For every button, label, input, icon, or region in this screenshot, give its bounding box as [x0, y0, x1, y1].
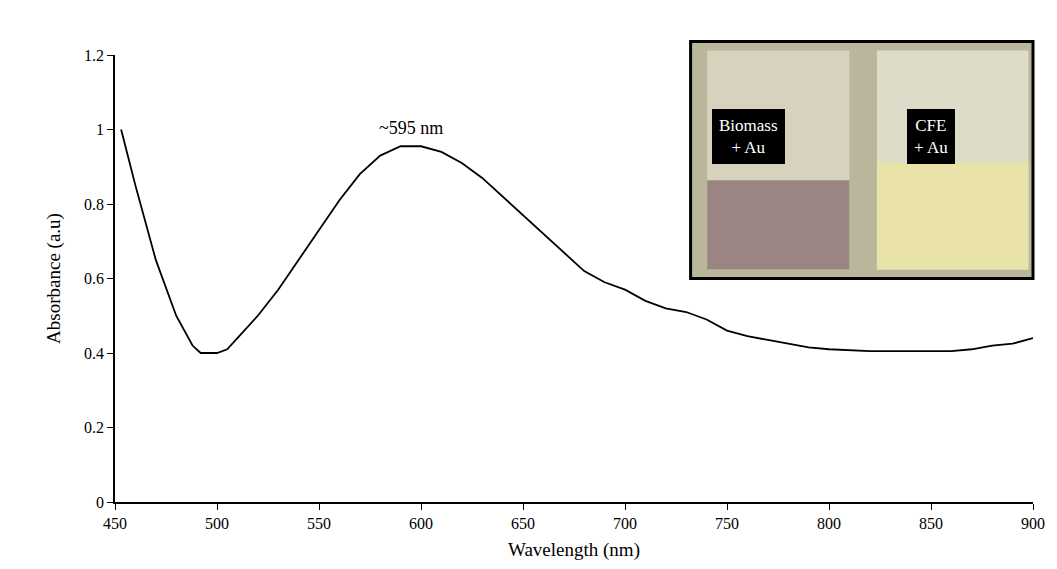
- svg-text:650: 650: [511, 515, 535, 532]
- svg-text:0: 0: [96, 494, 104, 511]
- svg-text:450: 450: [103, 515, 127, 532]
- svg-text:1.2: 1.2: [84, 47, 104, 64]
- svg-text:500: 500: [205, 515, 229, 532]
- svg-text:900: 900: [1021, 515, 1045, 532]
- svg-text:700: 700: [613, 515, 637, 532]
- svg-text:Biomass+ Au: Biomass+ Au: [719, 116, 778, 157]
- svg-text:0.4: 0.4: [84, 345, 104, 362]
- svg-text:Absorbance (a.u): Absorbance (a.u): [43, 213, 65, 344]
- svg-text:CFE+ Au: CFE+ Au: [914, 116, 948, 157]
- svg-text:~595 nm: ~595 nm: [379, 118, 443, 138]
- svg-text:0.8: 0.8: [84, 196, 104, 213]
- svg-text:0.6: 0.6: [84, 270, 104, 287]
- svg-text:750: 750: [715, 515, 739, 532]
- svg-text:800: 800: [817, 515, 841, 532]
- svg-text:1: 1: [96, 121, 104, 138]
- svg-text:550: 550: [307, 515, 331, 532]
- svg-text:0.2: 0.2: [84, 419, 104, 436]
- svg-text:850: 850: [919, 515, 943, 532]
- svg-text:Wavelength (nm): Wavelength (nm): [508, 539, 640, 561]
- svg-text:600: 600: [409, 515, 433, 532]
